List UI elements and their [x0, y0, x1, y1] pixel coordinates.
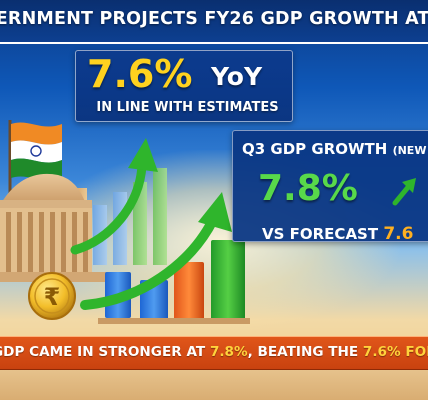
- q3-compare: VS FORECAST 7.6: [262, 224, 413, 244]
- headline-value: 7.6%: [87, 52, 193, 96]
- q3-value: 7.8%: [258, 168, 358, 209]
- up-arrow-icon-large: [70, 138, 158, 255]
- q3-label: Q3 GDP GROWTH (NEW: [242, 140, 426, 158]
- q3-compare-value: 7.6: [383, 224, 414, 244]
- q3-label-text: Q3 GDP GROWTH: [242, 140, 388, 158]
- headline-subtitle: IN LINE WITH ESTIMATES: [96, 100, 279, 115]
- ticker-middle: , BEATING THE: [247, 344, 363, 360]
- ticker-actual: 7.8%: [209, 344, 248, 360]
- headline-box: [75, 50, 293, 122]
- q3-panel: [232, 130, 428, 242]
- ground: [0, 370, 428, 400]
- q3-up-arrow-icon: [392, 178, 416, 206]
- news-ticker: [0, 336, 428, 370]
- up-arrow-icon: [80, 192, 232, 310]
- ticker-text: GDP CAME IN STRONGER AT 7.8%, BEATING TH…: [0, 344, 428, 360]
- ticker-forecast: 7.6% FORECAST: [362, 344, 428, 360]
- header-title: VERNMENT PROJECTS FY26 GDP GROWTH AT: [0, 9, 428, 29]
- rupee-symbol: ₹: [44, 283, 61, 311]
- headline-unit: YoY: [211, 62, 263, 91]
- header-banner: [0, 0, 428, 44]
- q3-label-paren: (NEW: [392, 144, 427, 157]
- ticker-prefix: GDP CAME IN STRONGER AT: [0, 344, 210, 360]
- q3-compare-label: VS FORECAST: [262, 225, 379, 243]
- rupee-coin-icon: ₹: [28, 272, 76, 320]
